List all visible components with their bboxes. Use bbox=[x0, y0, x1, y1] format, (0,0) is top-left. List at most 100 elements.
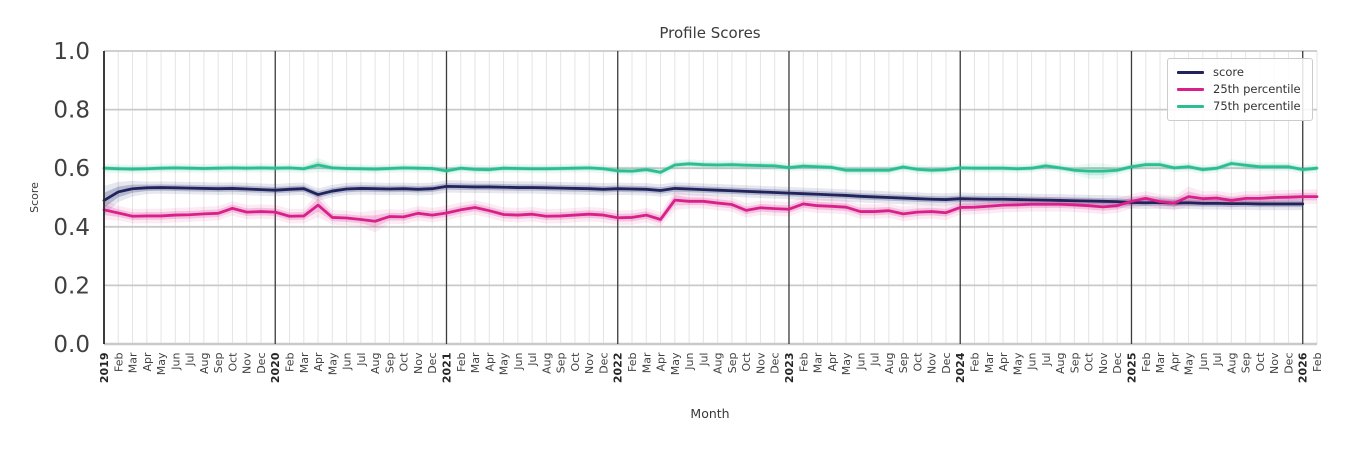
x-tick-label: Nov bbox=[583, 352, 596, 374]
series-line-75th-percentile bbox=[102, 162, 1319, 174]
series-line-score bbox=[102, 184, 1305, 206]
x-tick-label: Dec bbox=[597, 353, 610, 374]
x-tick-label: Feb bbox=[112, 352, 125, 371]
x-tick-label: Mar bbox=[640, 352, 653, 373]
x-tick-label: Aug bbox=[1225, 353, 1238, 374]
legend-label-score: score bbox=[1213, 64, 1244, 79]
x-tick-label: Feb bbox=[969, 352, 982, 371]
x-tick-label: Apr bbox=[483, 352, 496, 372]
x-tick-label: Oct bbox=[226, 352, 239, 372]
x-tick-label: Jul bbox=[1040, 353, 1053, 367]
x-tick-label: Jun bbox=[512, 352, 525, 370]
x-tick-label: Apr bbox=[312, 352, 325, 372]
x-tick-label: Mar bbox=[469, 352, 482, 373]
x-tick-label: 2023 bbox=[783, 353, 796, 384]
x-tick-label: May bbox=[1183, 352, 1196, 375]
legend-item-score: score bbox=[1177, 64, 1304, 81]
confidence-band-outer-75th-percentile bbox=[104, 157, 1317, 179]
x-tick-label: Mar bbox=[812, 352, 825, 373]
x-tick-label: Nov bbox=[926, 352, 939, 374]
x-tick-label: Dec bbox=[255, 353, 268, 374]
x-tick-label: Apr bbox=[826, 352, 839, 372]
x-tick-label: Mar bbox=[127, 352, 140, 373]
x-tick-label: Aug bbox=[198, 353, 211, 374]
x-tick-label: Feb bbox=[455, 352, 468, 371]
legend-label-25th-percentile: 25th percentile bbox=[1213, 81, 1301, 96]
y-axis-label: Score bbox=[28, 182, 41, 213]
x-tick-label: Jul bbox=[697, 353, 710, 367]
x-tick-label: May bbox=[1011, 352, 1024, 375]
legend-label-75th-percentile: 75th percentile bbox=[1213, 98, 1301, 113]
x-tick-label: 2024 bbox=[954, 352, 967, 383]
x-tick-label: Jul bbox=[184, 353, 197, 367]
x-tick-label: Oct bbox=[1254, 352, 1267, 372]
x-tick-label: Mar bbox=[983, 352, 996, 373]
x-tick-label: Mar bbox=[298, 352, 311, 373]
x-tick-label: 2025 bbox=[1125, 353, 1138, 384]
x-tick-label: Aug bbox=[369, 353, 382, 374]
y-tick-label: 0.8 bbox=[53, 98, 90, 124]
x-tick-label: May bbox=[498, 352, 511, 375]
y-tick-label: 1.0 bbox=[53, 39, 90, 65]
percentile75-line-swatch bbox=[1177, 105, 1204, 108]
x-tick-label: Oct bbox=[911, 352, 924, 372]
x-tick-label: Sep bbox=[212, 352, 225, 373]
x-tick-label: Jun bbox=[683, 352, 696, 370]
x-tick-label: 2019 bbox=[98, 353, 111, 384]
x-tick-label: Nov bbox=[241, 352, 254, 374]
x-tick-label: Feb bbox=[1140, 352, 1153, 371]
x-tick-label: Jul bbox=[1211, 353, 1224, 367]
x-tick-label: Sep bbox=[1068, 352, 1081, 373]
x-tick-label: Oct bbox=[569, 352, 582, 372]
x-tick-label: Oct bbox=[740, 352, 753, 372]
x-tick-label: Apr bbox=[997, 352, 1010, 372]
x-tick-label: Dec bbox=[940, 353, 953, 374]
score-line-swatch bbox=[1177, 71, 1204, 74]
x-tick-label: Jul bbox=[869, 353, 882, 367]
x-tick-label: Feb bbox=[797, 352, 810, 371]
y-tick-label: 0.0 bbox=[53, 332, 90, 358]
x-tick-label: Aug bbox=[540, 353, 553, 374]
x-tick-label: Dec bbox=[769, 353, 782, 374]
x-tick-label: Mar bbox=[1154, 352, 1167, 373]
x-tick-label: Nov bbox=[754, 352, 767, 374]
x-tick-label: Nov bbox=[1268, 352, 1281, 374]
x-tick-label: 2022 bbox=[612, 353, 625, 384]
x-tick-label: Nov bbox=[1097, 352, 1110, 374]
legend-item-25th-percentile: 25th percentile bbox=[1177, 81, 1304, 98]
x-tick-label: Jun bbox=[1197, 352, 1210, 370]
x-tick-label: Feb bbox=[1311, 352, 1324, 371]
x-tick-label: Aug bbox=[1054, 353, 1067, 374]
x-tick-label: May bbox=[326, 352, 339, 375]
x-tick-label: Feb bbox=[626, 352, 639, 371]
x-tick-label: Oct bbox=[398, 352, 411, 372]
x-tick-label: Jun bbox=[1026, 352, 1039, 370]
x-tick-label: 2026 bbox=[1297, 352, 1310, 383]
x-tick-label: 2021 bbox=[440, 353, 453, 384]
x-tick-label: Feb bbox=[284, 352, 297, 371]
x-tick-label: Nov bbox=[412, 352, 425, 374]
x-tick-label: Sep bbox=[1240, 352, 1253, 373]
chart-title: Profile Scores bbox=[659, 24, 760, 42]
x-tick-label: Jun bbox=[169, 352, 182, 370]
series-lines bbox=[102, 162, 1319, 223]
y-tick-label: 0.2 bbox=[53, 273, 90, 299]
x-tick-label: Dec bbox=[1111, 353, 1124, 374]
x-tick-label: Sep bbox=[555, 352, 568, 373]
confidence-band-25th-percentile bbox=[104, 191, 1317, 228]
legend: score 25th percentile 75th percentile bbox=[1167, 58, 1313, 121]
x-tick-label: Jun bbox=[341, 352, 354, 370]
x-tick-label: Oct bbox=[1083, 352, 1096, 372]
x-tick-label: May bbox=[840, 352, 853, 375]
x-tick-label: Apr bbox=[1168, 352, 1181, 372]
x-tick-label: Dec bbox=[426, 353, 439, 374]
x-tick-label: Aug bbox=[883, 353, 896, 374]
confidence-band-outer-25th-percentile bbox=[104, 186, 1317, 233]
y-tick-label: 0.6 bbox=[53, 156, 90, 182]
x-tick-label: Jul bbox=[355, 353, 368, 367]
x-tick-label: Sep bbox=[897, 352, 910, 373]
percentile25-line-swatch bbox=[1177, 88, 1204, 91]
